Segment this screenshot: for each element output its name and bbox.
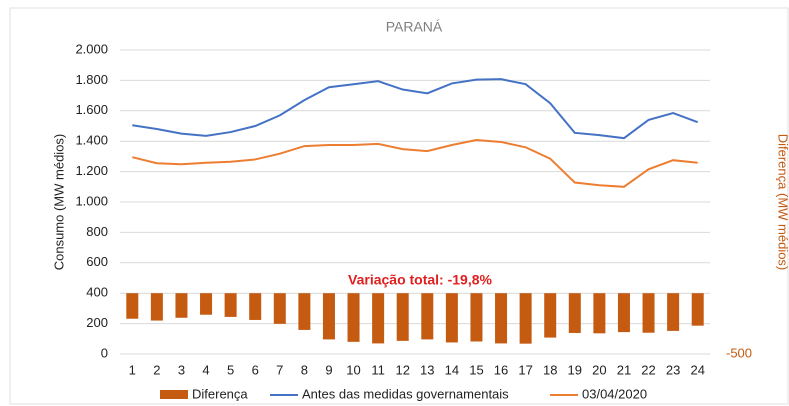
bar [396,293,409,341]
x-tick-label: 5 [227,362,234,377]
x-tick-label: 15 [469,362,483,377]
line [132,138,698,188]
x-tick-label: 14 [445,362,459,377]
x-tick-label: 13 [420,362,434,377]
legend-swatch [160,390,188,399]
y-tick-label: 800 [86,224,108,239]
y-tick-label: 0 [101,345,108,360]
bar [667,293,680,331]
bar [617,293,630,333]
bar [642,293,655,333]
x-tick-label: 8 [301,362,308,377]
x-tick-label: 21 [617,362,631,377]
y-tick-label: 1.400 [75,133,108,148]
bar [495,293,508,344]
x-tick-label: 3 [178,362,185,377]
bar [200,293,213,315]
bar [126,293,139,319]
bar [691,293,704,326]
line [132,78,699,140]
y-tick-label: 1.800 [75,72,108,87]
bar [544,293,557,338]
x-tick-label: 23 [666,362,680,377]
bar [347,293,360,342]
y-tick-label: 1.200 [75,163,108,178]
bar [445,293,458,343]
x-tick-label: 20 [592,362,606,377]
y-tick-label: 1.000 [75,193,108,208]
bar [372,293,385,344]
bar [568,293,581,333]
chart-title: PARANÁ [386,19,443,35]
x-tick-label: 1 [129,362,136,377]
legend-label: 03/04/2020 [582,386,647,401]
x-tick-label: 22 [641,362,655,377]
x-tick-label: 9 [325,362,332,377]
bar [519,293,532,344]
y-tick-label: 400 [86,285,108,300]
legend-label: Antes das medidas governamentais [302,386,509,401]
legend-label: Diferença [192,386,248,401]
bar [224,293,237,317]
bar [150,293,163,321]
chart-frame [9,7,789,405]
y-tick-label: 2.000 [75,41,108,56]
x-tick-label: 18 [543,362,557,377]
x-tick-label: 11 [371,362,385,377]
x-tick-label: 16 [494,362,508,377]
x-tick-label: 17 [518,362,532,377]
x-tick-label: 4 [202,362,209,377]
x-tick-label: 12 [395,362,409,377]
y-tick-label: 200 [86,315,108,330]
x-tick-label: 10 [346,362,360,377]
y-tick-label: 600 [86,254,108,269]
x-tick-label: 7 [276,362,283,377]
x-tick-label: 19 [568,362,582,377]
bar [273,293,286,324]
bar [249,293,262,320]
x-tick-label: 6 [252,362,259,377]
bar [175,293,188,318]
y-tick-label: 1.600 [75,102,108,117]
y2-axis-label: Diferença (MW médios) [776,134,789,271]
annotation: Variação total: -19,8% [348,272,493,288]
bar [421,293,434,340]
bar [470,293,483,342]
bar [322,293,335,340]
bar [593,293,606,334]
x-tick-label: 2 [153,362,160,377]
x-tick-label: 24 [690,362,704,377]
y-axis-label: Consumo (MW médios) [51,134,66,271]
bar [298,293,311,330]
y2-tick-label: -500 [726,345,752,360]
